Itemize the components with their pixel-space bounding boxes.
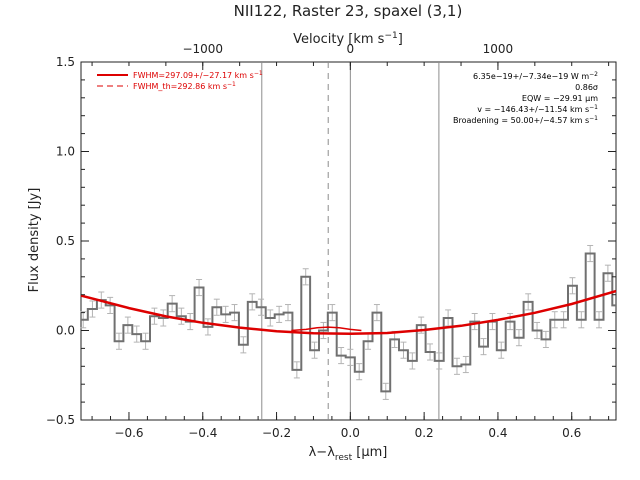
- top-tick-label: 1000: [483, 42, 514, 56]
- y-tick-label: 0.0: [56, 324, 75, 338]
- x-tick-label: −0.6: [114, 426, 143, 440]
- top-tick-label: 0: [347, 42, 355, 56]
- y-tick-label: 1.0: [56, 145, 75, 159]
- spectrum-steps: [81, 252, 616, 393]
- x-tick-label: 0.4: [488, 426, 507, 440]
- legend-label-fwhm: FWHM=297.09+/−27.17 km s−1: [133, 70, 263, 80]
- x-tick-label: 0.2: [415, 426, 434, 440]
- error-bars: [80, 244, 611, 400]
- legend: FWHM=297.09+/−27.17 km s−1 FWHM_th=292.8…: [97, 70, 263, 91]
- axes: −0.6 −0.4 −0.2 0.0 0.2 0.4 0.6 −0.5 0.0 0.5 1.0 1.5…: [46, 42, 616, 440]
- fit-curve-total: [80, 289, 617, 335]
- fit-curve-line: [291, 326, 362, 332]
- fit-curve: [80, 289, 617, 335]
- annotation-broadening: Broadening = 50.00+/−4.57 km s−1: [453, 115, 598, 125]
- annotation-significance: 0.86σ: [575, 83, 598, 92]
- y-axis-label: Flux density [Jy]: [27, 188, 42, 293]
- chart-title: NII122, Raster 23, spaxel (3,1): [234, 2, 463, 20]
- spectrum-histogram: [81, 252, 616, 393]
- legend-label-fwhm-th: FWHM_th=292.86 km s−1: [133, 81, 236, 91]
- fit-annotations: 6.35e−19+/−7.34e−19 W m−2 0.86σ EQW = −2…: [453, 71, 598, 125]
- x-axis-label: λ−λrest [μm]: [309, 445, 388, 463]
- top-tick-label: −1000: [182, 42, 223, 56]
- y-tick-label: 1.5: [56, 55, 75, 69]
- y-tick-label: 0.5: [56, 234, 75, 248]
- x-tick-label: −0.4: [188, 426, 217, 440]
- annotation-velocity: v = −146.43+/−11.54 km s−1: [477, 104, 598, 114]
- annotation-line-flux: 6.35e−19+/−7.34e−19 W m−2: [473, 71, 598, 81]
- x-tick-label: −0.2: [262, 426, 291, 440]
- x-tick-label: 0.6: [562, 426, 581, 440]
- y-tick-label: −0.5: [46, 413, 75, 427]
- x-tick-label: 0.0: [341, 426, 360, 440]
- annotation-eqw: EQW = −29.91 μm: [522, 94, 598, 103]
- top-axis-label: Velocity [km s−1]: [293, 31, 403, 47]
